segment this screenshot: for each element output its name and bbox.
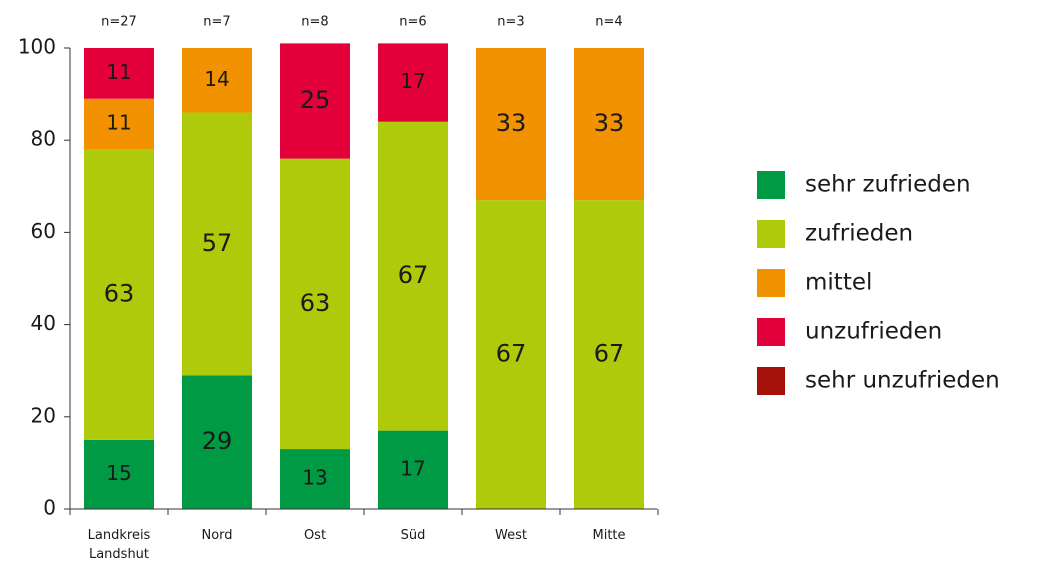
bar-segment	[182, 112, 252, 376]
legend-swatch	[757, 171, 785, 199]
x-tick-label: Nord	[201, 528, 233, 543]
data-label: 25	[300, 86, 331, 114]
legend-swatch	[757, 220, 785, 248]
data-label: 33	[594, 109, 625, 137]
bar-segment	[182, 48, 252, 113]
data-label: 15	[106, 461, 131, 485]
annotation: n=3	[497, 15, 524, 30]
y-tick-label: 20	[31, 403, 56, 427]
legend-swatch	[757, 367, 785, 395]
x-tick-label: West	[495, 528, 527, 543]
y-tick-label: 40	[31, 311, 56, 335]
data-label: 67	[398, 261, 429, 289]
annotation: n=27	[101, 15, 137, 30]
data-label: 33	[496, 109, 527, 137]
data-label: 11	[106, 111, 131, 135]
x-tick-label: Landkreis Landshut	[87, 528, 151, 562]
y-tick-label: 80	[31, 127, 56, 151]
x-tick-label: Mitte	[592, 528, 626, 543]
bar-segment	[280, 158, 350, 450]
data-label: 63	[104, 280, 135, 308]
bar-segment	[280, 43, 350, 159]
bar-segment	[476, 200, 546, 509]
bar-segment	[182, 375, 252, 509]
x-tick-label: Süd	[400, 528, 426, 543]
bar-segment	[84, 149, 154, 440]
data-label: 67	[594, 340, 625, 368]
data-label: 13	[302, 466, 327, 490]
x-tick-label: Ost	[303, 528, 327, 543]
legend-label: mittel	[805, 270, 872, 296]
legend-label: sehr zufrieden	[805, 172, 971, 198]
annotation: n=8	[301, 15, 328, 30]
bar-segment	[574, 200, 644, 509]
legend-label: sehr unzufrieden	[805, 368, 1000, 394]
bar-segment	[378, 430, 448, 509]
y-tick-label: 60	[31, 219, 56, 243]
data-label: 17	[400, 456, 425, 480]
bar-segment	[280, 449, 350, 509]
data-label: 57	[202, 229, 233, 257]
bar-segment	[84, 439, 154, 509]
bar-segment	[476, 48, 546, 201]
legend-swatch	[757, 318, 785, 346]
annotation: n=7	[203, 15, 230, 30]
data-label: 29	[202, 427, 233, 455]
y-tick-label: 0	[43, 496, 56, 520]
data-label: 14	[204, 67, 229, 91]
legend-label: unzufrieden	[805, 319, 942, 345]
data-label: 11	[106, 60, 131, 84]
bar-segment	[574, 48, 644, 201]
bar-segment	[84, 48, 154, 99]
annotation: n=4	[595, 15, 622, 30]
legend-label: zufrieden	[805, 221, 913, 247]
bar-segment	[378, 121, 448, 431]
legend-swatch	[757, 269, 785, 297]
data-label: 17	[400, 69, 425, 93]
bar-segment	[84, 98, 154, 150]
data-label: 67	[496, 340, 527, 368]
data-label: 63	[300, 289, 331, 317]
bar-segment	[378, 43, 448, 122]
y-tick-label: 100	[18, 35, 56, 59]
annotation: n=6	[399, 15, 426, 30]
